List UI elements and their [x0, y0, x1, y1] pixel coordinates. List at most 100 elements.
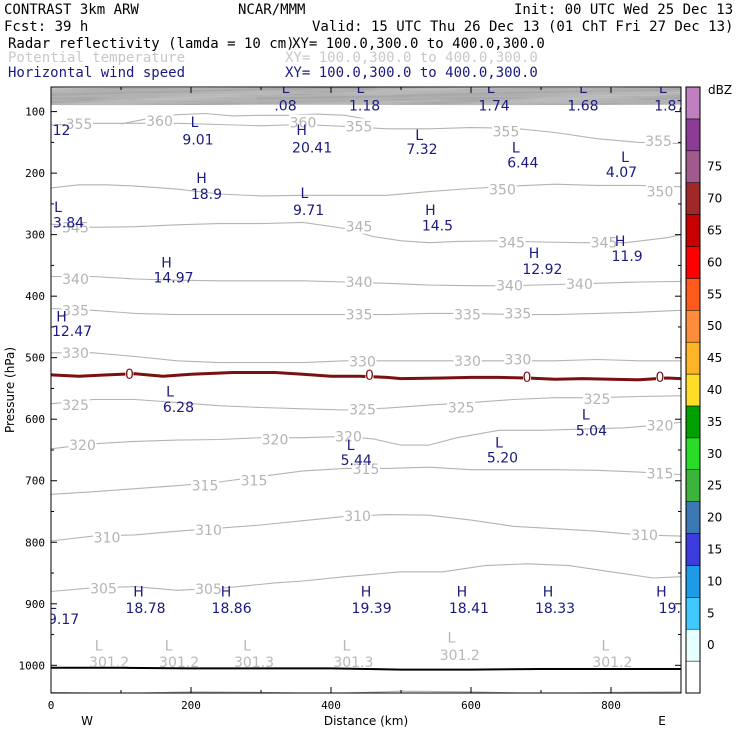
theta-label: 320 [262, 433, 289, 449]
theta-label: 310 [631, 528, 658, 544]
zero-label-bg [365, 370, 374, 382]
wind-label: 6.28 [163, 400, 194, 416]
theta-label-bg [453, 306, 482, 322]
x-tick-label: 200 [181, 699, 201, 712]
wind-label: 3.84 [53, 215, 84, 231]
surface-theta-label: L [165, 639, 173, 655]
theta-label: 305 [195, 582, 222, 598]
theta-label: 345 [62, 220, 89, 236]
theta-label-bg [334, 428, 363, 444]
y-tick-label: 100 [25, 106, 45, 119]
wind-label: 14.5 [422, 218, 453, 234]
wind-label: H [221, 584, 232, 600]
theta-label-bg [646, 417, 674, 433]
wind-label: H [361, 584, 372, 600]
theta-label-bg [345, 218, 373, 234]
colorbar-segment [685, 86, 701, 120]
wind-label: L [512, 140, 520, 156]
theta-label-bg [145, 112, 174, 128]
theta-label-bg [93, 529, 121, 545]
theta-label: 345 [498, 236, 525, 252]
theta-label-bg [447, 399, 476, 415]
theta-label-bg [492, 123, 520, 139]
colorbar-segment [685, 660, 701, 694]
x-tick-label: 0 [48, 699, 55, 712]
y-tick-label: 300 [25, 229, 45, 242]
surface-theta-label: 301.3 [333, 655, 373, 671]
wind-label: L [621, 150, 629, 166]
theta-label-bg [61, 302, 90, 318]
wind-label: H [543, 584, 554, 600]
theta-label-bg [289, 114, 317, 130]
theta-label: 305 [90, 581, 117, 597]
colorbar-segment [685, 565, 701, 598]
zero-reflectivity-line: 0 0 0 0 [51, 367, 681, 386]
theta-label-bg [191, 477, 219, 493]
wind-label: .08 [274, 98, 296, 114]
colorbar-label: 55 [707, 287, 722, 301]
valid-time: Valid: 15 UTC Thu 26 Dec 13 (01 ChT Fri … [312, 19, 733, 35]
theta-label: 320 [647, 418, 674, 434]
colorbar-label: 30 [707, 447, 722, 461]
theta-label-bg [343, 507, 372, 523]
field-1-xy: XY= 100.0,300.0 to 400.0,300.0 [292, 36, 545, 52]
east-label: E [658, 714, 666, 728]
theta-label: 335 [454, 308, 481, 324]
wind-label: 14.97 [153, 271, 193, 287]
wind-label: H [529, 246, 540, 262]
surface-theta-label: 301.2 [592, 655, 632, 671]
wind-label: 9.71 [293, 203, 324, 219]
theta-label-bg [61, 219, 90, 235]
wind-label: 11.9 [612, 249, 643, 265]
zero-label: 0 [365, 368, 374, 384]
colorbar-segment [685, 118, 701, 152]
surface-theta-label: 301.3 [234, 655, 274, 671]
theta-label-bg [240, 472, 268, 488]
colorbar-segment [685, 246, 701, 279]
colorbar-label: 40 [707, 383, 722, 397]
center-name: NCAR/MMM [238, 2, 305, 18]
colorbar-label: 35 [707, 415, 722, 429]
theta-label: 310 [195, 523, 222, 539]
theta-label: 335 [505, 306, 532, 322]
model-title: CONTRAST 3km ARW [4, 2, 139, 18]
wind-label: L [579, 81, 587, 97]
colorbar-segment [685, 533, 701, 566]
wind-label: L [487, 81, 495, 97]
wind-label: H [615, 234, 626, 250]
colorbar-label: 5 [707, 606, 715, 620]
top-theta-contour [51, 100, 681, 103]
theta-label: 325 [584, 392, 611, 408]
wind-label: L [166, 385, 174, 401]
top-theta-contour [51, 96, 681, 98]
colorbar-label: 75 [707, 160, 722, 174]
y-tick-label: 800 [25, 536, 45, 549]
top-theta-contour [51, 99, 681, 102]
wind-label: H [161, 255, 172, 271]
wind-label: H [296, 123, 307, 139]
y-tick-label: 600 [25, 413, 45, 426]
theta-label: 340 [566, 277, 593, 293]
top-theta-contour [51, 103, 681, 106]
wind-label: 5.20 [487, 450, 518, 466]
y-axis-title: Pressure (hPa) [3, 347, 17, 433]
theta-label: 355 [66, 117, 93, 133]
init-time: Init: 00 UTC Wed 25 Dec 13 [514, 2, 733, 18]
theta-label-bg [583, 390, 611, 406]
surface-theta-label: L [95, 639, 103, 655]
theta-contour-320 [51, 421, 681, 450]
top-theta-contour [51, 91, 681, 93]
theta-label: 340 [346, 275, 373, 291]
colorbar-label: 20 [707, 511, 722, 525]
surface-line-path [51, 666, 681, 671]
wind-label: H [133, 584, 144, 600]
field-2-name: Potential temperature [8, 50, 185, 66]
zero-label-bg [656, 372, 664, 384]
top-theta-contour [51, 98, 681, 101]
wind-label: 18.41 [449, 601, 489, 617]
top-theta-contour [51, 87, 681, 89]
field-3-xy: XY= 100.0,300.0 to 400.0,300.0 [285, 65, 538, 81]
wind-label: L [191, 115, 199, 131]
